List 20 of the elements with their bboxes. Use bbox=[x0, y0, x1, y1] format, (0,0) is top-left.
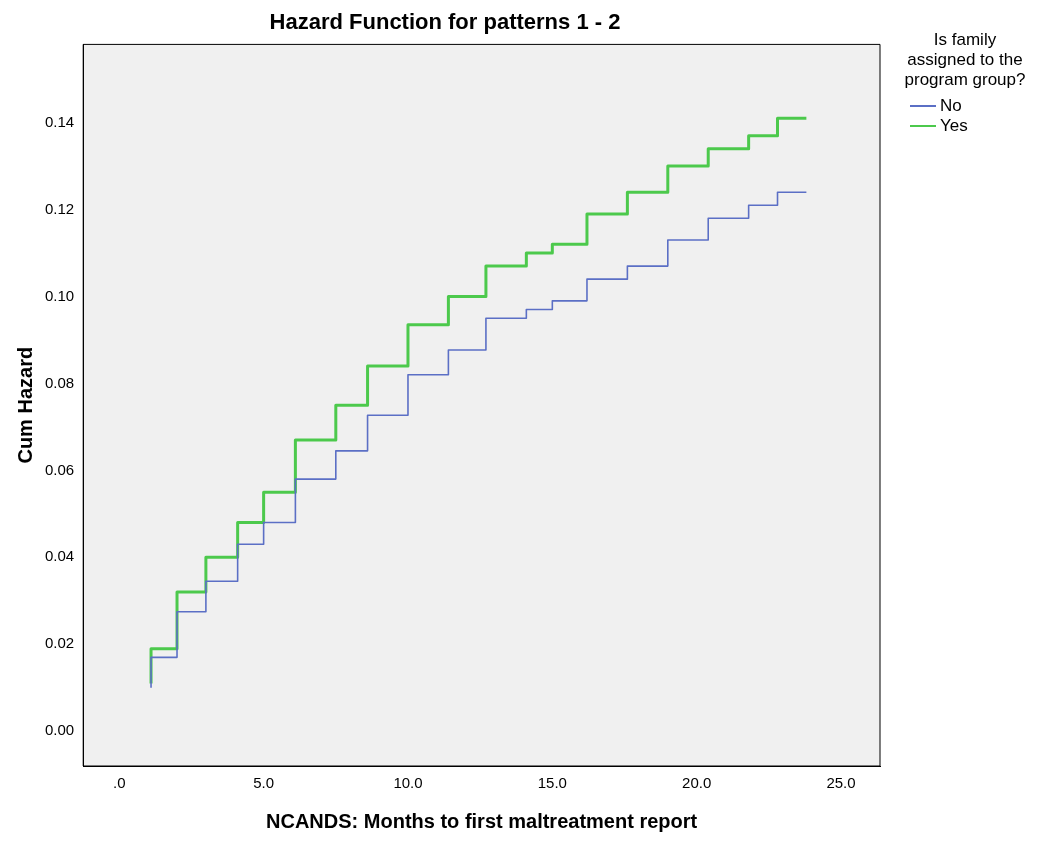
x-axis-title: NCANDS: Months to first maltreatment report bbox=[266, 809, 698, 832]
x-tick-label: 20.0 bbox=[682, 774, 712, 792]
y-tick-label: 0.14 bbox=[44, 112, 75, 130]
y-tick-label: 0.08 bbox=[44, 373, 75, 391]
x-tick-label: 25.0 bbox=[826, 774, 856, 792]
y-tick-label: 0.00 bbox=[44, 721, 75, 739]
y-tick-label: 0.06 bbox=[44, 460, 75, 478]
legend-title: Is family assigned to the program group? bbox=[903, 30, 1027, 90]
y-tick-label: 0.12 bbox=[44, 199, 75, 217]
x-tick-label: 15.0 bbox=[537, 774, 567, 792]
legend-label: No bbox=[940, 96, 962, 116]
y-tick-label: 0.10 bbox=[44, 286, 75, 304]
y-tick-label: 0.02 bbox=[44, 634, 75, 652]
legend-label: Yes bbox=[940, 116, 968, 136]
y-tick-label: 0.04 bbox=[44, 547, 75, 565]
y-axis-title: Cum Hazard bbox=[13, 346, 36, 464]
chart-title: Hazard Function for patterns 1 - 2 bbox=[269, 9, 621, 35]
x-tick-label: 5.0 bbox=[253, 774, 275, 792]
x-tick-label: .0 bbox=[113, 774, 126, 792]
x-tick-label: 10.0 bbox=[393, 774, 423, 792]
